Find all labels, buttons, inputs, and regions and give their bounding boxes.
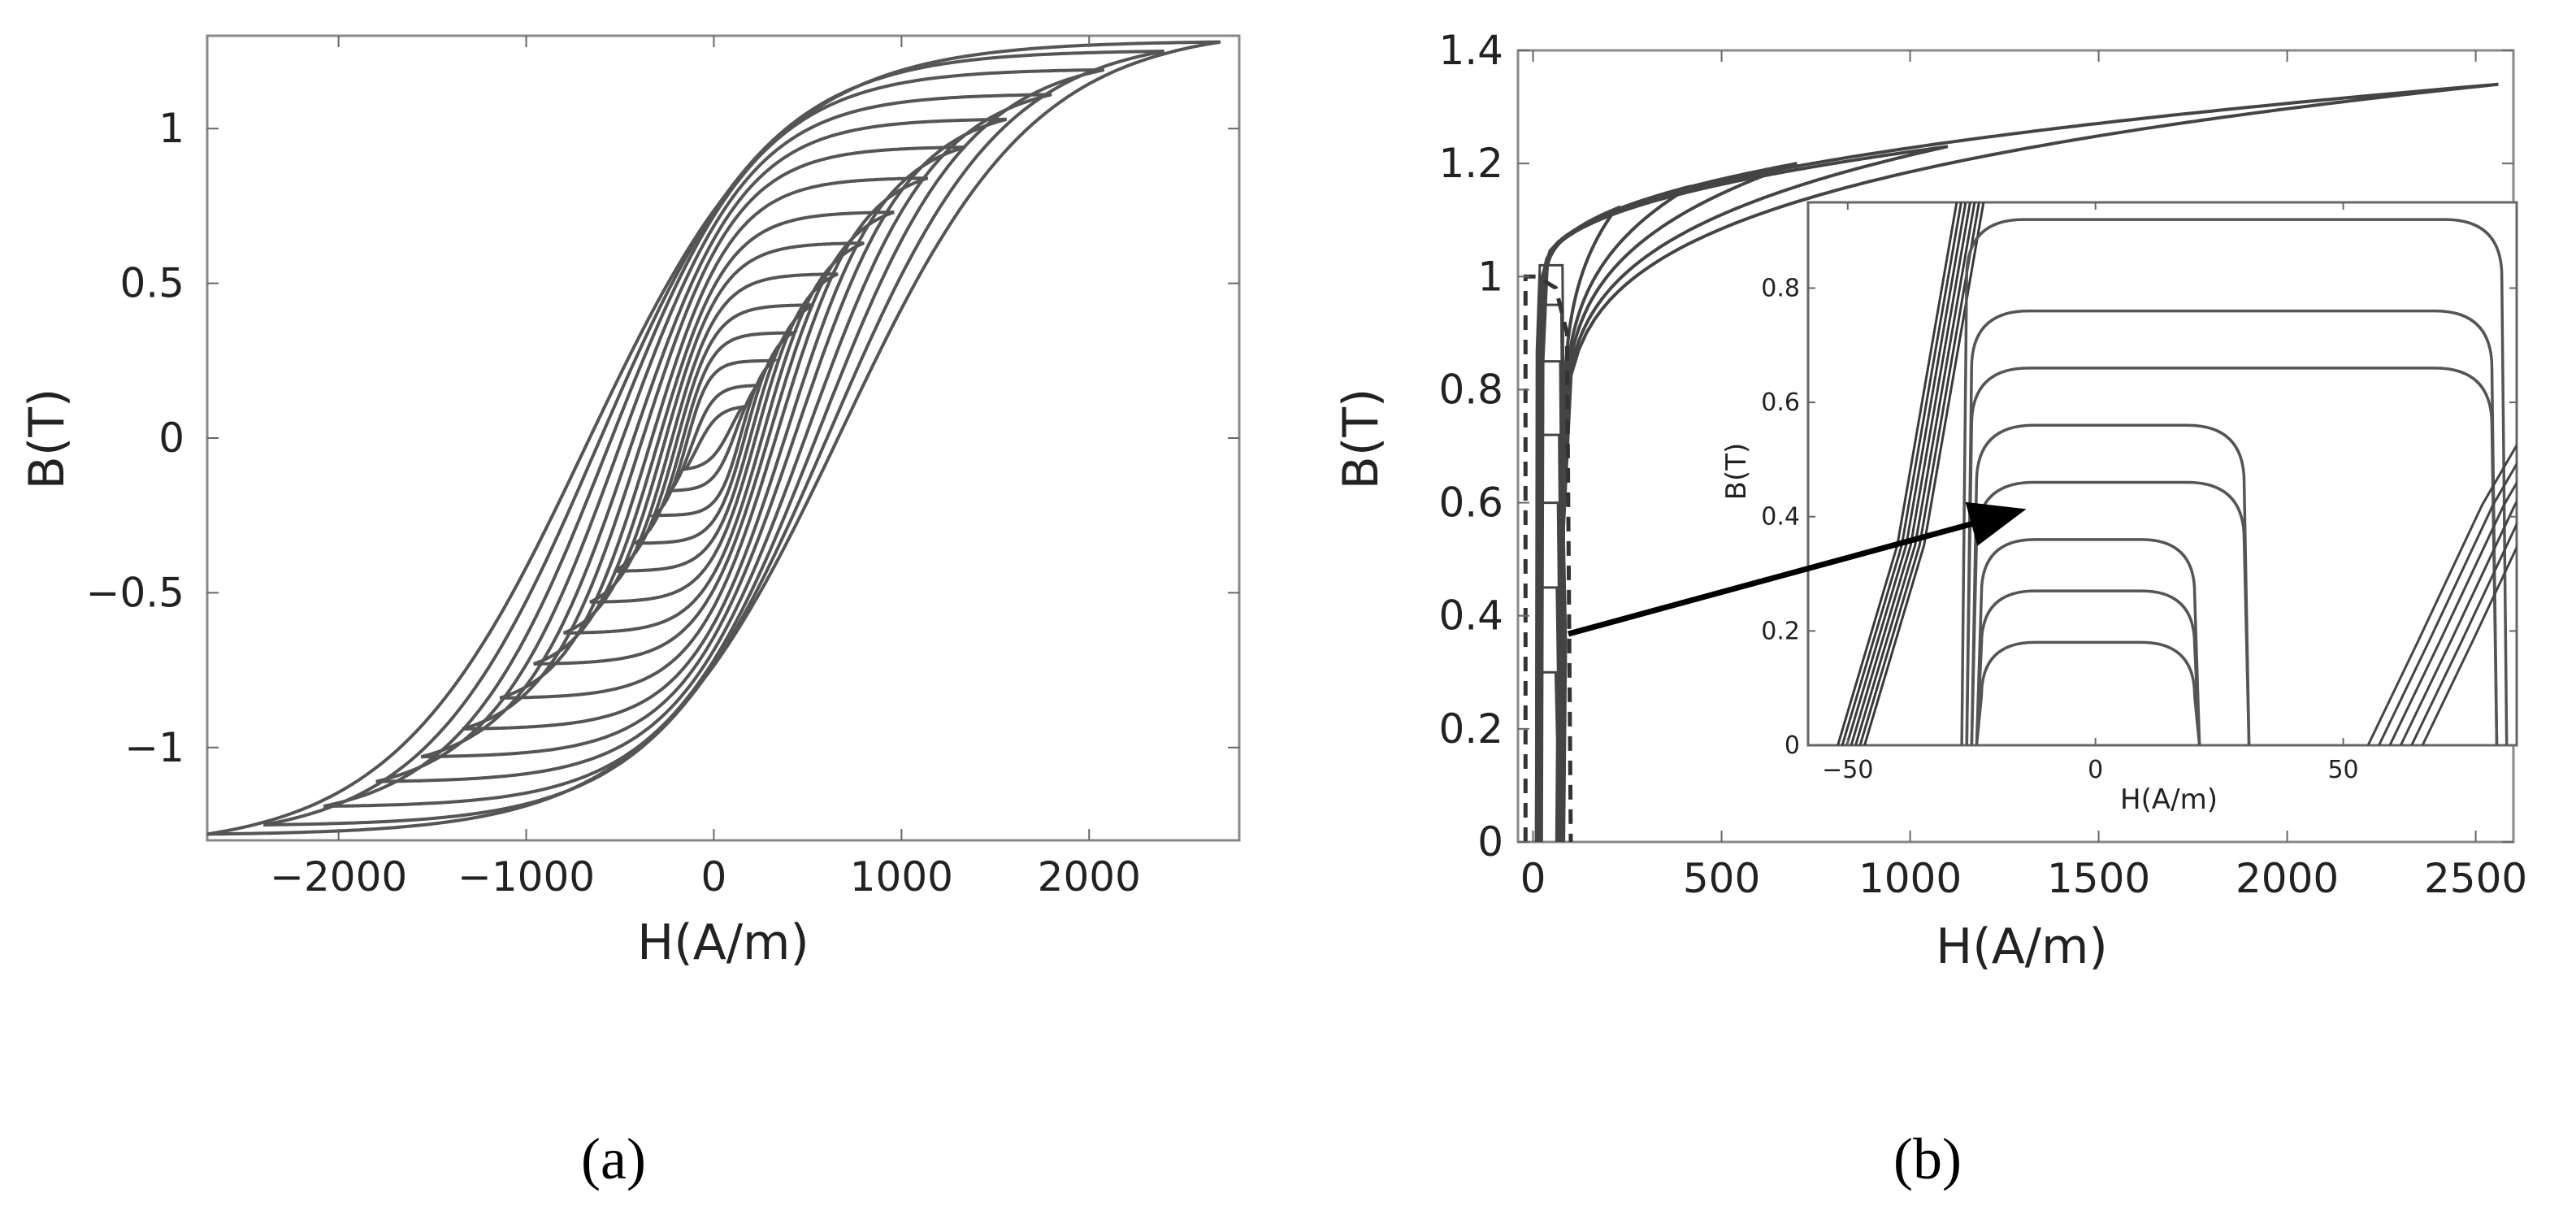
plot-frame-a — [206, 34, 1241, 842]
inset-loop — [1975, 640, 2201, 745]
caption-b: (b) — [1893, 1126, 1962, 1191]
inset-branch — [1845, 202, 1967, 745]
inset-ticks: −50 0 50 0 0.2 0.4 0.6 0.8 — [1761, 202, 2517, 784]
inset-right-branch — [2388, 480, 2517, 745]
hysteresis-loop — [589, 272, 839, 604]
y-tick-label: −1 — [124, 724, 184, 771]
panel-a: −2000 −1000 0 1000 2000 −1 −0.5 0 0.5 1 H(A/m) B(… — [19, 34, 1241, 1191]
y-tick-label: 0.2 — [1438, 705, 1503, 753]
y-tick-label: 0.8 — [1761, 274, 1800, 302]
y-tick-label: 1.2 — [1438, 140, 1503, 187]
y-tick-label: 0.5 — [119, 260, 184, 307]
hysteresis-loop — [375, 93, 1052, 783]
x-tick-label: 2500 — [2424, 855, 2527, 902]
y-tick-label: 0.2 — [1761, 617, 1800, 645]
inset-b: −50 0 50 0 0.2 0.4 0.6 0.8 H(A/m) B(T) — [1720, 201, 2518, 816]
x-tick-label: 50 — [2327, 756, 2358, 784]
x-tick-label: 2000 — [2236, 855, 2339, 902]
zoom-arrow — [1568, 501, 2027, 637]
inset-right-branch — [2378, 462, 2517, 745]
inset-right-branch — [2399, 499, 2517, 745]
hysteresis-loop — [562, 241, 865, 635]
y-tick-label: 1.4 — [1438, 27, 1503, 74]
x-axis-label-b: H(A/m) — [1936, 918, 2108, 975]
x-tick-label: 1000 — [1858, 855, 1962, 902]
x-tick-label: 0 — [1520, 855, 1546, 902]
y-tick-label: 0.6 — [1761, 388, 1800, 417]
y-axis-label-a: B(T) — [19, 388, 76, 490]
inset-right-branch — [2410, 521, 2517, 745]
hysteresis-curves-b — [1523, 82, 2499, 842]
inset-branch — [1863, 202, 1985, 745]
x-tick-label: −2000 — [270, 853, 407, 900]
x-tick-label: 1500 — [2047, 855, 2150, 902]
inset-loop — [1975, 589, 2201, 745]
caption-a: (a) — [581, 1126, 646, 1191]
dashed-envelope — [1523, 274, 1573, 842]
x-tick-label: 1000 — [850, 853, 953, 900]
ticks-a: −2000 −1000 0 1000 2000 −1 −0.5 0 0.5 1 — [86, 36, 1239, 900]
x-tick-label: 500 — [1683, 855, 1760, 902]
hysteresis-loops-a — [207, 40, 1221, 836]
x-tick-label: 0 — [701, 853, 727, 900]
magnetization-curve — [1539, 205, 1621, 842]
inset-branch — [1850, 202, 1971, 745]
magnetization-curve — [1535, 82, 2499, 842]
inset-loop — [1970, 423, 2251, 745]
panel-b: 0 500 1000 1500 2000 250000.20.40.60.811.21.4… — [1333, 27, 2527, 1191]
hysteresis-loop — [533, 210, 895, 666]
inset-loops — [1837, 202, 2517, 745]
hysteresis-loop — [207, 40, 1221, 836]
x-axis-label-a: H(A/m) — [637, 914, 809, 971]
inset-branch — [1841, 202, 1962, 745]
hysteresis-loop — [634, 330, 799, 545]
y-axis-label-b: B(T) — [1333, 388, 1390, 490]
y-tick-label: 0 — [158, 414, 184, 462]
minor-loop — [1534, 263, 1566, 842]
hysteresis-loop — [323, 67, 1105, 809]
inset-right-branch — [2366, 442, 2517, 745]
y-tick-label: 0.6 — [1438, 479, 1503, 527]
x-tick-label: 2000 — [1038, 853, 1141, 900]
y-tick-label: −0.5 — [86, 569, 184, 616]
y-tick-label: 0.4 — [1761, 503, 1800, 532]
hysteresis-loop — [420, 117, 1008, 759]
x-tick-label: −50 — [1822, 756, 1873, 784]
x-tick-label: 0 — [2088, 756, 2103, 784]
y-tick-label: 0.8 — [1438, 366, 1503, 413]
y-tick-label: 0 — [1477, 818, 1503, 866]
inset-frame — [1806, 201, 2518, 747]
inset-y-axis-label: B(T) — [1720, 443, 1753, 501]
inset-branch — [1837, 202, 1958, 745]
inset-x-axis-label: H(A/m) — [2120, 783, 2218, 816]
y-tick-label: 1 — [1477, 253, 1503, 300]
inset-loop — [1965, 309, 2499, 745]
inset-loop — [1965, 367, 2499, 745]
y-tick-label: 1 — [158, 105, 184, 152]
inset-loop — [1960, 218, 2509, 745]
inset-right-branch — [2421, 545, 2517, 745]
hysteresis-loop — [499, 176, 929, 700]
y-tick-label: 0.4 — [1438, 592, 1503, 640]
y-tick-label: 0 — [1785, 731, 1800, 760]
x-tick-label: −1000 — [458, 853, 595, 900]
hysteresis-loop — [682, 405, 746, 471]
inset-loop — [1975, 538, 2201, 745]
inset-branch — [1854, 202, 1976, 745]
